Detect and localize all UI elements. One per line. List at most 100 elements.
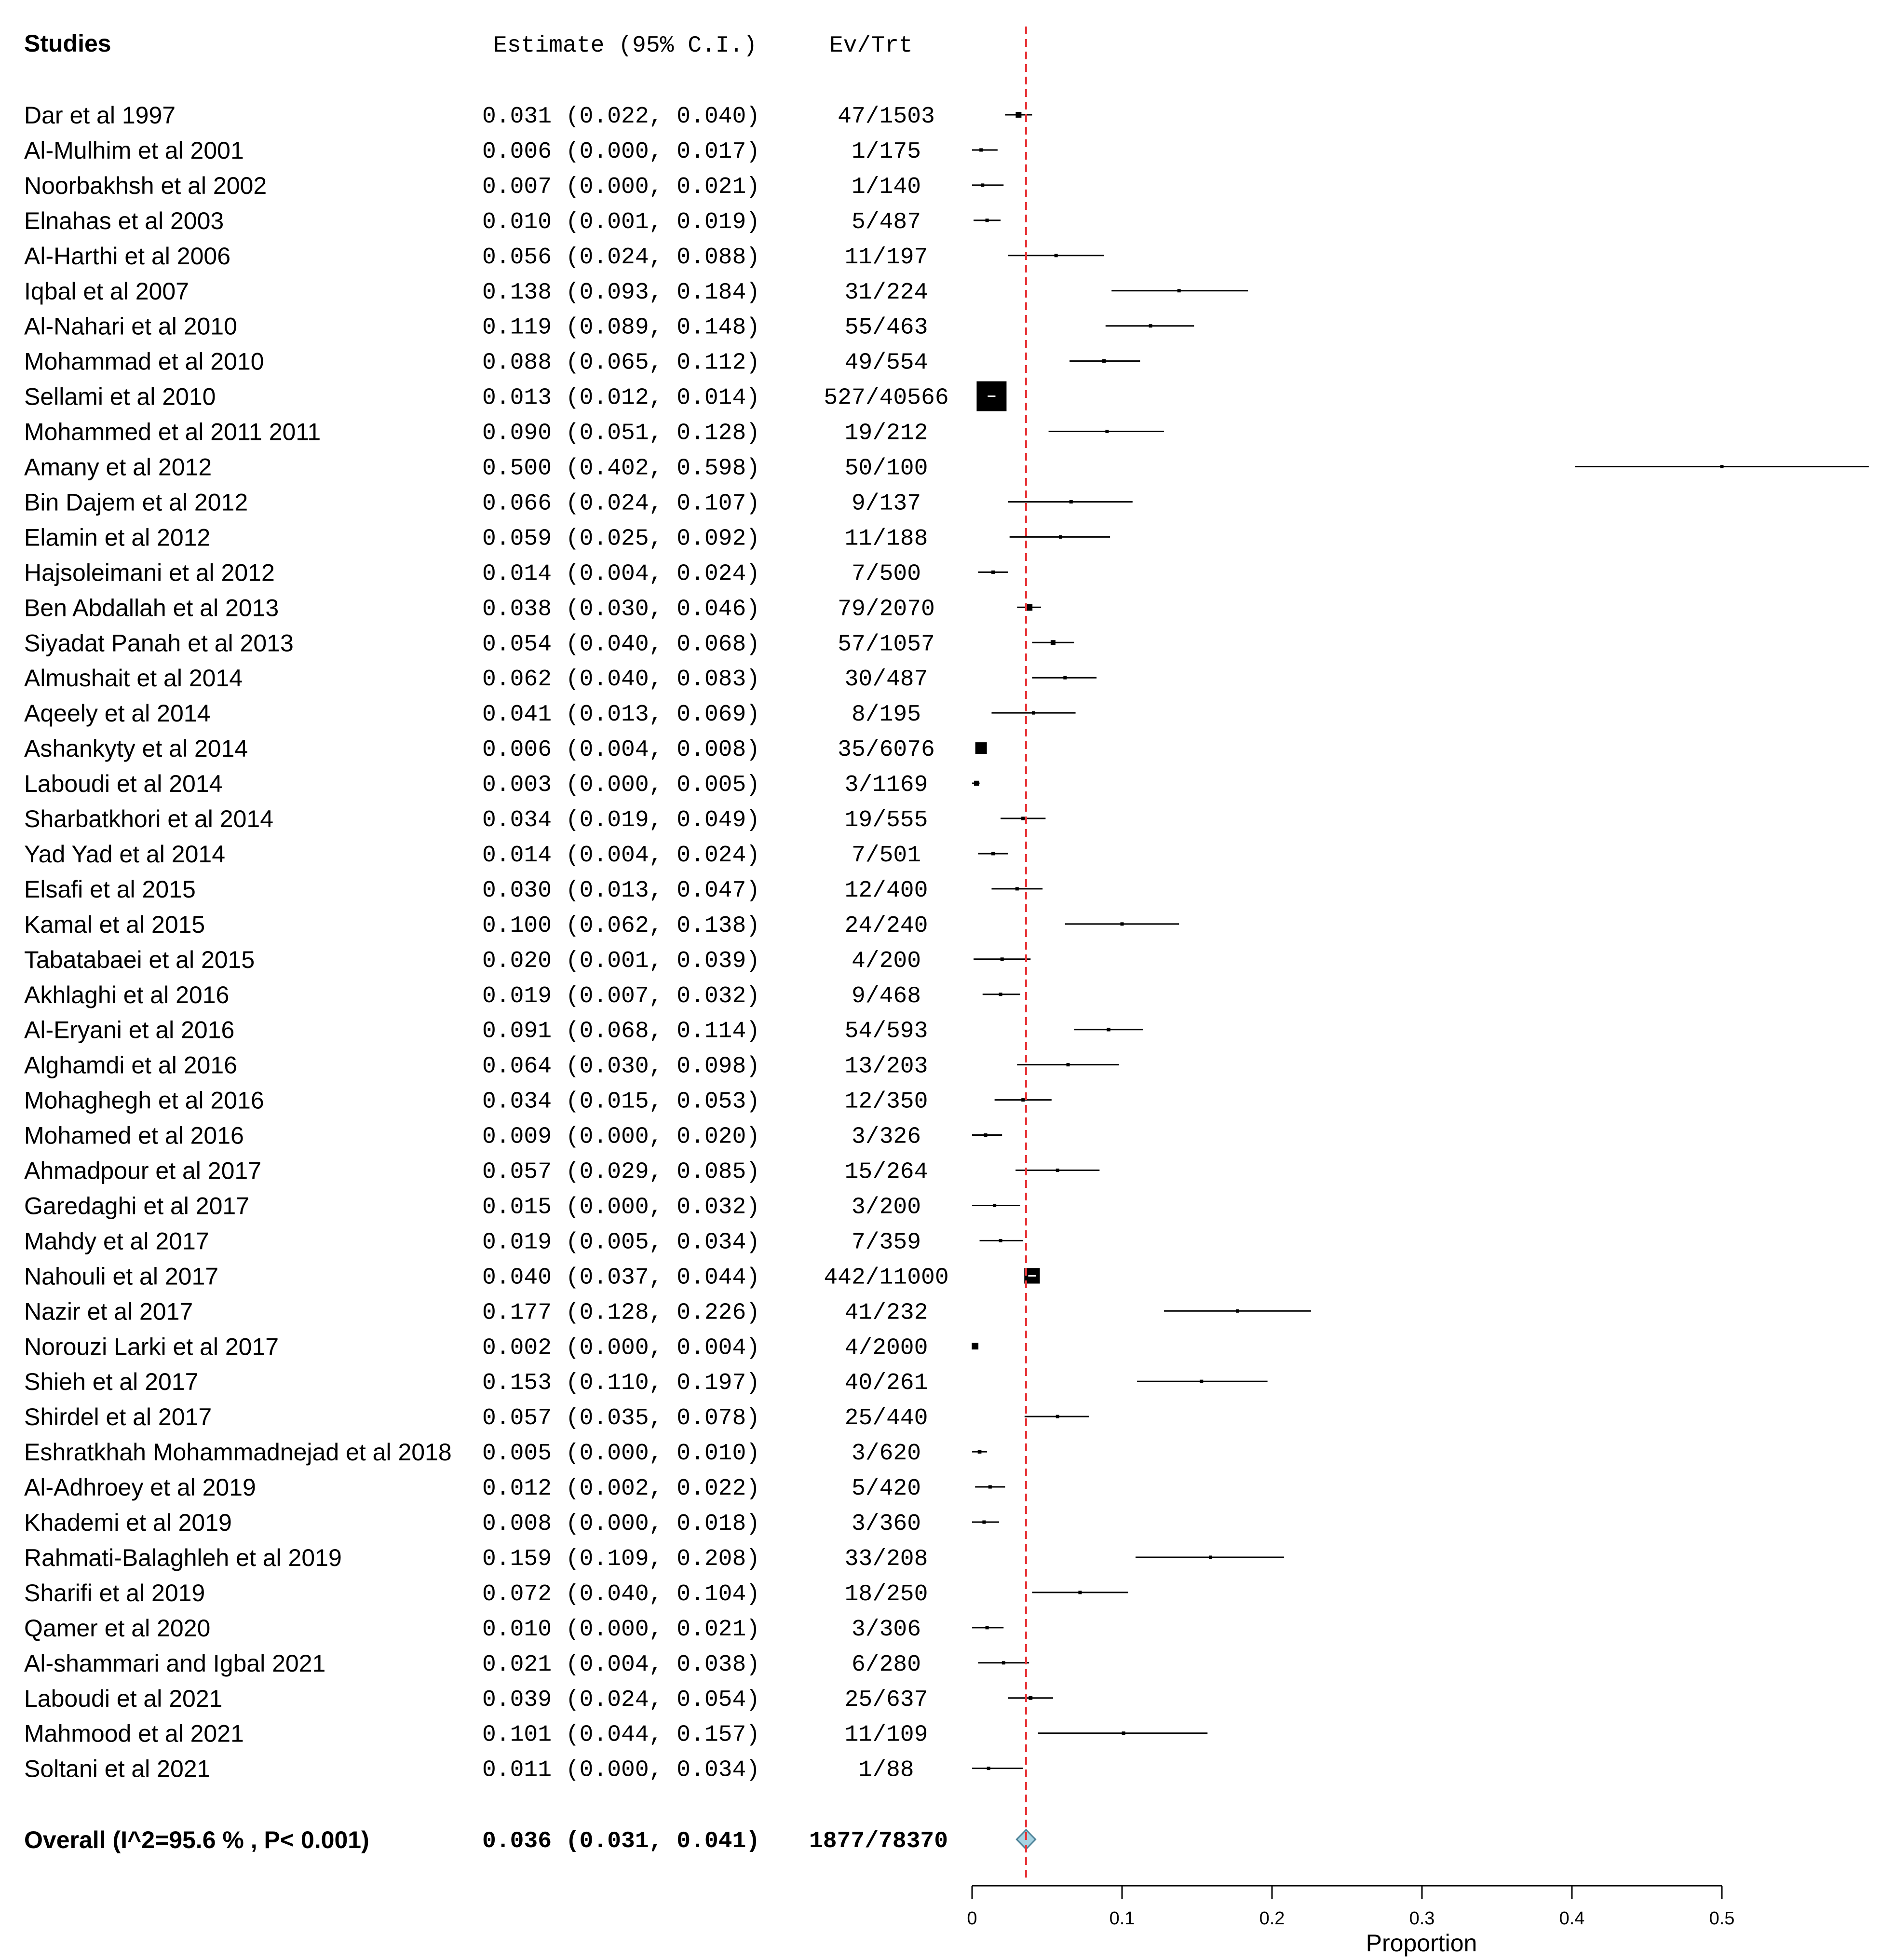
study-row: Hajsoleimani et al 2012 0.014 (0.004, 0.0… xyxy=(24,559,921,587)
study-evtrt: 25/637 xyxy=(845,1687,928,1713)
point-estimate-marker xyxy=(972,1343,979,1350)
point-estimate-marker xyxy=(1015,887,1019,891)
study-estimate-ci: 0.059 (0.025, 0.092) xyxy=(482,526,760,552)
study-row: Nazir et al 2017 0.177 (0.128, 0.226) 41/2… xyxy=(24,1298,928,1326)
study-name: Rahmati-Balaghleh et al 2019 xyxy=(24,1544,342,1571)
overall-label: Overall (I^2=95.6 % , P< 0.001) xyxy=(24,1826,369,1853)
study-row: Elnahas et al 2003 0.010 (0.001, 0.019) 5/… xyxy=(24,207,921,235)
point-estimate-marker xyxy=(988,1485,992,1489)
study-name: Almushait et al 2014 xyxy=(24,665,243,692)
study-evtrt: 3/360 xyxy=(852,1511,921,1537)
study-row: Elsafi et al 2015 0.030 (0.013, 0.047) 12/… xyxy=(24,876,928,904)
study-evtrt: 50/100 xyxy=(845,456,928,482)
study-estimate-ci: 0.072 (0.040, 0.104) xyxy=(482,1581,760,1607)
study-row: Rahmati-Balaghleh et al 2019 0.159 (0.109… xyxy=(24,1544,928,1572)
study-row: Mahmood et al 2021 0.101 (0.044, 0.157) 11… xyxy=(24,1720,928,1748)
study-evtrt: 18/250 xyxy=(845,1581,928,1607)
study-row: Mahdy et al 2017 0.019 (0.005, 0.034) 7/35… xyxy=(24,1227,921,1255)
study-estimate-ci: 0.011 (0.000, 0.034) xyxy=(482,1757,760,1783)
study-evtrt: 25/440 xyxy=(845,1405,928,1431)
study-name: Siyadat Panah et al 2013 xyxy=(24,629,294,656)
study-name: Al-Mulhim et al 2001 xyxy=(24,137,244,164)
study-estimate-ci: 0.014 (0.004, 0.024) xyxy=(482,843,760,869)
header-studies: Studies xyxy=(24,30,111,57)
point-estimate-marker xyxy=(977,1450,982,1454)
study-evtrt: 41/232 xyxy=(845,1300,928,1326)
study-row: Norouzi Larki et al 2017 0.002 (0.000, 0.… xyxy=(24,1333,928,1361)
study-row: Soltani et al 2021 0.011 (0.000, 0.034) 1/… xyxy=(24,1756,914,1783)
study-row: Al-Eryani et al 2016 0.091 (0.068, 0.114)… xyxy=(24,1017,928,1045)
study-row: Dar et al 1997 0.031 (0.022, 0.040) 47/150… xyxy=(24,102,935,130)
study-row: Yad Yad et al 2014 0.014 (0.004, 0.024) 7/… xyxy=(24,841,921,869)
study-row: Al-Nahari et al 2010 0.119 (0.089, 0.148)… xyxy=(24,313,928,341)
study-estimate-ci: 0.100 (0.062, 0.138) xyxy=(482,913,760,939)
study-row: Khademi et al 2019 0.008 (0.000, 0.018) 3/… xyxy=(24,1509,921,1537)
study-name: Elnahas et al 2003 xyxy=(24,207,224,234)
study-estimate-ci: 0.153 (0.110, 0.197) xyxy=(482,1370,760,1396)
point-estimate-marker xyxy=(1177,289,1181,293)
study-evtrt: 7/501 xyxy=(852,843,921,869)
study-row: Tabatabaei et al 2015 0.020 (0.001, 0.039… xyxy=(24,946,921,974)
study-estimate-ci: 0.062 (0.040, 0.083) xyxy=(482,667,760,693)
study-name: Elamin et al 2012 xyxy=(24,524,210,551)
study-row: Alghamdi et al 2016 0.064 (0.030, 0.098) 1… xyxy=(24,1052,928,1080)
point-estimate-marker xyxy=(1063,676,1067,680)
point-estimate-marker xyxy=(1021,1098,1025,1102)
point-estimate-marker xyxy=(1032,711,1036,715)
study-estimate-ci: 0.008 (0.000, 0.018) xyxy=(482,1511,760,1537)
study-name: Sharbatkhori et al 2014 xyxy=(24,805,273,832)
header-evtrt: Ev/Trt xyxy=(829,33,913,59)
study-estimate-ci: 0.031 (0.022, 0.040) xyxy=(482,104,760,130)
point-estimate-marker xyxy=(974,780,979,786)
study-name: Mohamed et al 2016 xyxy=(24,1122,244,1149)
study-estimate-ci: 0.013 (0.012, 0.014) xyxy=(482,385,760,411)
point-estimate-marker xyxy=(1058,535,1062,539)
study-estimate-ci: 0.177 (0.128, 0.226) xyxy=(482,1300,760,1326)
point-estimate-marker xyxy=(999,993,1002,996)
study-estimate-ci: 0.020 (0.001, 0.039) xyxy=(482,948,760,974)
x-tick-label: 0 xyxy=(967,1908,977,1929)
study-evtrt: 19/212 xyxy=(845,421,928,447)
study-row: Laboudi et al 2021 0.039 (0.024, 0.054) 25… xyxy=(24,1685,928,1713)
study-row: Bin Dajem et al 2012 0.066 (0.024, 0.107)… xyxy=(24,489,921,517)
point-estimate-marker xyxy=(1054,254,1058,258)
study-evtrt: 49/554 xyxy=(845,350,928,376)
study-estimate-ci: 0.015 (0.000, 0.032) xyxy=(482,1194,760,1220)
study-evtrt: 1/175 xyxy=(852,139,921,165)
x-tick-label: 0.3 xyxy=(1409,1908,1435,1929)
point-estimate-marker xyxy=(1050,640,1056,645)
study-evtrt: 30/487 xyxy=(845,667,928,693)
study-row: Akhlaghi et al 2016 0.019 (0.007, 0.032) 9… xyxy=(24,981,921,1009)
study-evtrt: 3/326 xyxy=(852,1124,921,1150)
study-evtrt: 55/463 xyxy=(845,315,928,341)
study-estimate-ci: 0.019 (0.005, 0.034) xyxy=(482,1229,760,1255)
study-evtrt: 15/264 xyxy=(845,1159,928,1185)
study-name: Khademi et al 2019 xyxy=(24,1509,232,1536)
study-estimate-ci: 0.003 (0.000, 0.005) xyxy=(482,772,760,798)
table-header: Studies Estimate (95% C.I.) Ev/Trt xyxy=(24,30,913,59)
overall-row: Overall (I^2=95.6 % , P< 0.001) 0.036 (0.… xyxy=(24,1826,948,1854)
point-estimate-marker xyxy=(993,1203,997,1207)
study-row: Elamin et al 2012 0.059 (0.025, 0.092) 11/… xyxy=(24,524,928,552)
study-evtrt: 40/261 xyxy=(845,1370,928,1396)
study-name: Tabatabaei et al 2015 xyxy=(24,946,255,973)
study-row: Kamal et al 2015 0.100 (0.062, 0.138) 24/2… xyxy=(24,911,928,939)
study-evtrt: 3/306 xyxy=(852,1617,921,1643)
study-estimate-ci: 0.014 (0.004, 0.024) xyxy=(482,561,760,587)
study-row: Al-shammari and Igbal 2021 0.021 (0.004, … xyxy=(24,1650,921,1678)
point-estimate-marker xyxy=(991,570,995,574)
point-estimate-marker xyxy=(1069,500,1073,504)
study-row: Laboudi et al 2014 0.003 (0.000, 0.005) 3/… xyxy=(24,770,928,798)
study-row: Siyadat Panah et al 2013 0.054 (0.040, 0.… xyxy=(24,629,935,657)
study-row: Shieh et al 2017 0.153 (0.110, 0.197) 40/2… xyxy=(24,1368,928,1396)
study-row: Mohamed et al 2016 0.009 (0.000, 0.020) 3/… xyxy=(24,1122,921,1150)
study-name: Ahmadpour et al 2017 xyxy=(24,1157,261,1184)
point-estimate-marker xyxy=(1720,465,1724,468)
study-estimate-ci: 0.090 (0.051, 0.128) xyxy=(482,421,760,447)
point-estimate-marker xyxy=(1105,430,1109,434)
study-name: Al-Eryani et al 2016 xyxy=(24,1017,234,1044)
study-row: Ben Abdallah et al 2013 0.038 (0.030, 0.0… xyxy=(24,594,935,622)
point-estimate-marker xyxy=(1028,1696,1033,1700)
study-estimate-ci: 0.038 (0.030, 0.046) xyxy=(482,596,760,622)
